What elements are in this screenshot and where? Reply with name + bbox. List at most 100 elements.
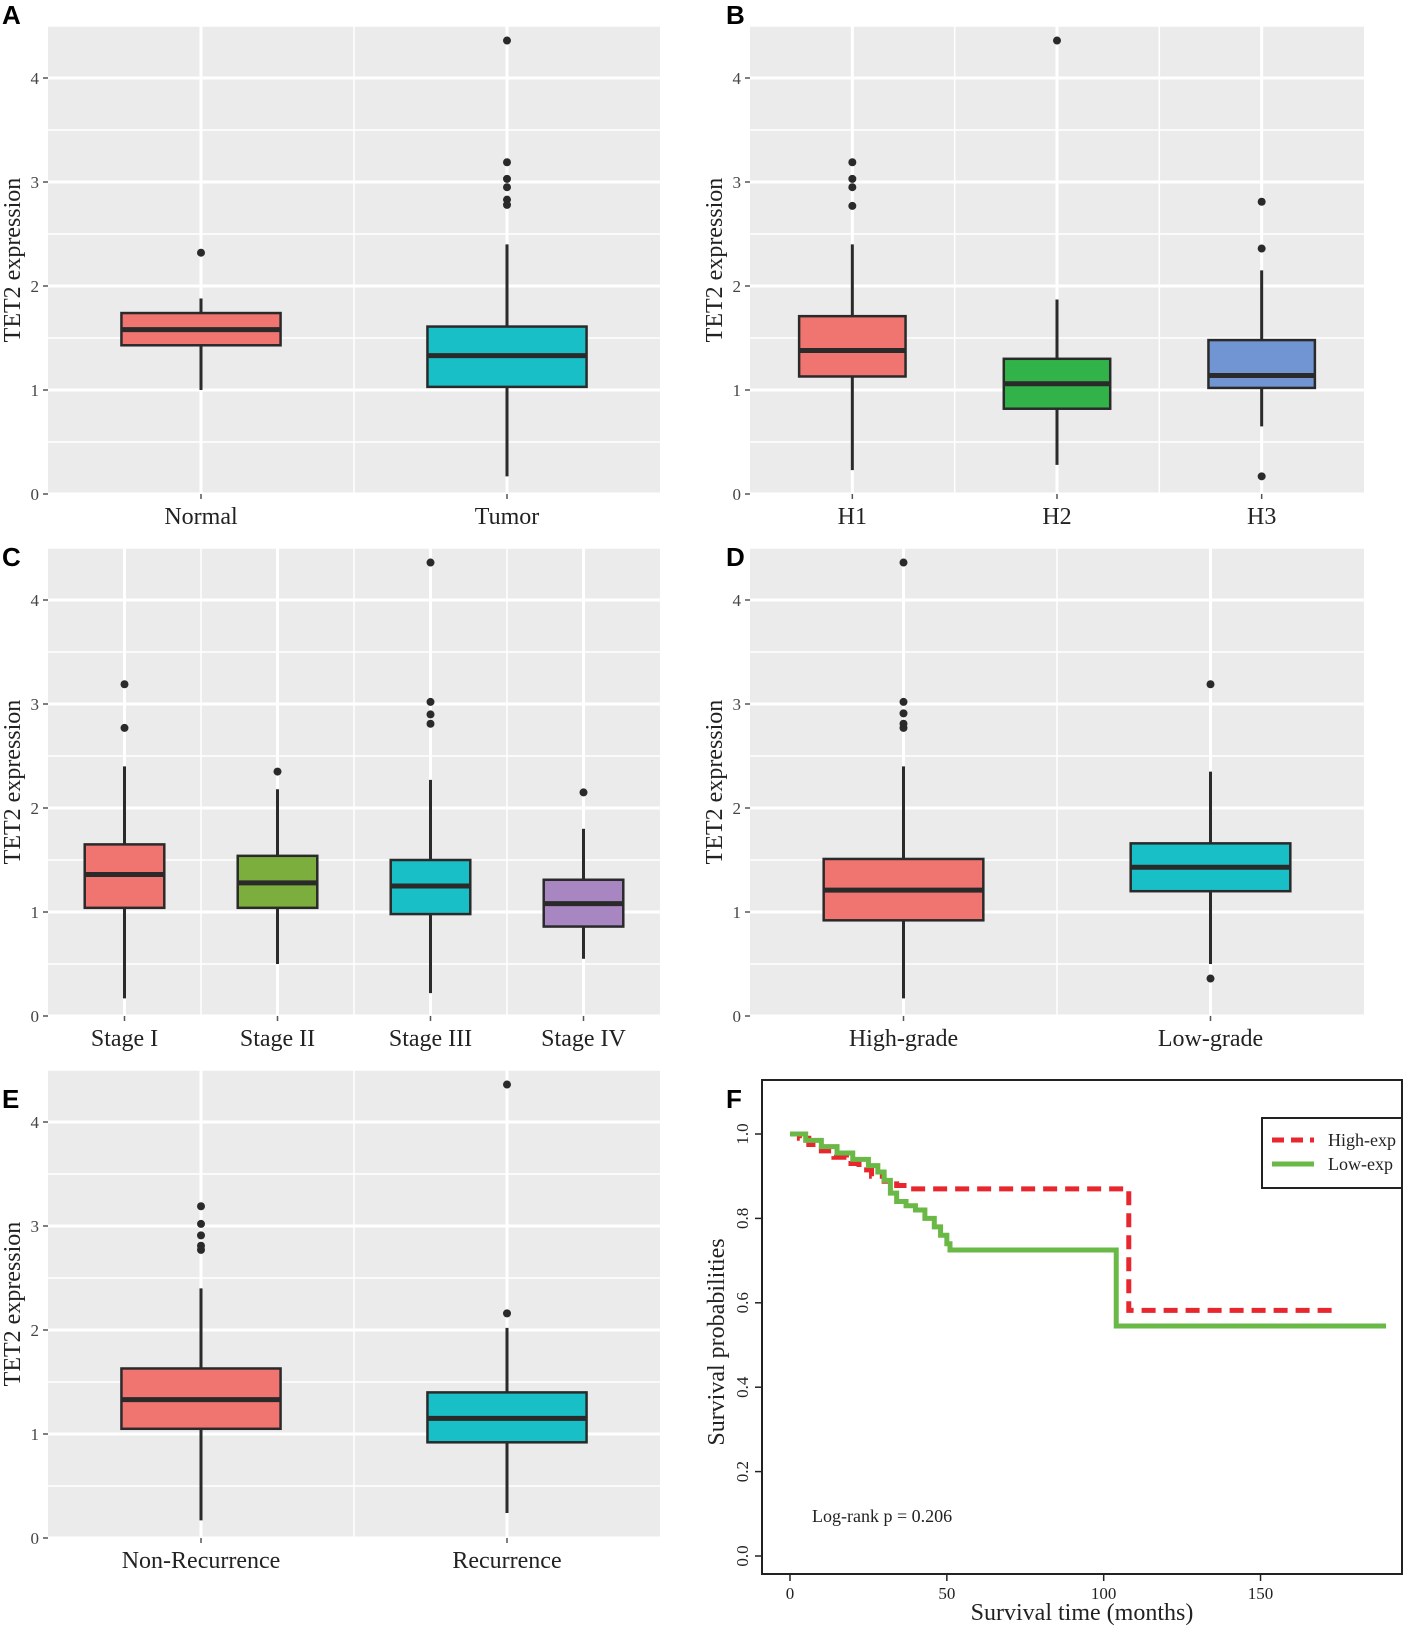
box-h1: [797, 158, 907, 471]
x-tick-label: Stage II: [240, 1026, 315, 1052]
outlier-point: [120, 723, 129, 732]
outlier-point: [426, 697, 435, 706]
y-tick-label: 0.4: [733, 1376, 752, 1398]
survival-curve-high-exp: [790, 1131, 1333, 1313]
outlier-point: [197, 248, 205, 257]
outlier-point: [848, 158, 857, 167]
panel-c: 0 1 2 3 4 TET2 expression Stage I Stage II Stage…: [0, 547, 660, 1052]
y-tick-label: 1: [733, 381, 742, 400]
y-tick-label: 0: [31, 1007, 40, 1026]
outlier-point: [1053, 36, 1061, 45]
survival-curve-low-exp: [790, 1131, 1386, 1329]
y-tick-label: 4: [733, 591, 742, 610]
plot-frame: [761, 1079, 1403, 1575]
box-stage-iv: [542, 788, 625, 959]
y-tick-label: 0: [733, 485, 742, 504]
y-tick-label: 0: [31, 1529, 40, 1548]
y-tick-label: 4: [31, 591, 40, 610]
panel-letter-b: B: [726, 0, 745, 30]
y-tick-label: 1: [733, 903, 742, 922]
y-tick-label: 4: [31, 69, 40, 88]
y-tick-label: 2: [31, 799, 40, 818]
box-iqr: [1207, 338, 1317, 390]
x-tick-label: H3: [1247, 504, 1276, 530]
box-stage-iii: [389, 558, 472, 994]
outlier-point: [899, 697, 908, 706]
outlier-point: [503, 1080, 511, 1089]
x-tick-label: Recurrence: [452, 1548, 561, 1574]
y-tick-label: 2: [733, 799, 742, 818]
outlier-point: [426, 710, 435, 719]
outlier-point: [848, 201, 857, 210]
x-tick-label: High-grade: [849, 1026, 958, 1052]
outlier-point: [848, 183, 857, 192]
panel-letter-f: F: [726, 1084, 742, 1114]
box-non-recurrence: [120, 1202, 282, 1521]
y-tick-label: 2: [31, 1321, 40, 1340]
outlier-point: [197, 1231, 205, 1240]
panel-letter-e: E: [2, 1084, 19, 1114]
legend-label-low-exp: Low-exp: [1328, 1154, 1393, 1174]
x-tick-label: 50: [938, 1584, 955, 1603]
y-axis-label: Survival probabilities: [704, 1238, 730, 1445]
panel-letter-a: A: [2, 0, 21, 30]
outlier-point: [1257, 244, 1266, 253]
outlier-point: [503, 174, 511, 183]
outlier-point: [503, 1309, 511, 1318]
panel-e: 0 1 2 3 4 TET2 expression Non-Recurrence Recurr…: [0, 1069, 660, 1574]
box-high-grade: [822, 558, 985, 999]
x-tick-label: H2: [1042, 504, 1071, 530]
x-tick-label: 0: [786, 1584, 795, 1603]
outlier-point: [197, 1241, 205, 1250]
box-tumor: [426, 36, 588, 477]
y-tick-label: 3: [31, 695, 40, 714]
outlier-point: [120, 680, 129, 689]
box-low-grade: [1129, 680, 1292, 983]
box-iqr: [797, 314, 907, 378]
x-tick-label: Non-Recurrence: [122, 1548, 281, 1574]
y-tick-label: 2: [733, 277, 742, 296]
y-tick-label: 2: [31, 277, 40, 296]
legend-label-high-exp: High-exp: [1328, 1130, 1396, 1150]
y-tick-label: 0: [733, 1007, 742, 1026]
panel-letter-d: D: [726, 542, 745, 572]
x-tick-label: Stage IV: [541, 1026, 626, 1052]
y-axis-label: TET2 expression: [0, 178, 26, 343]
legend: High-exp Low-exp: [1261, 1117, 1403, 1189]
x-tick-label: 100: [1091, 1584, 1117, 1603]
outlier-point: [899, 719, 908, 728]
x-tick-label: 150: [1248, 1584, 1274, 1603]
y-axis-label: TET2 expression: [0, 700, 26, 865]
y-tick-label: 4: [31, 1113, 40, 1132]
y-tick-label: 3: [733, 695, 742, 714]
panel-b: 0 1 2 3 4 TET2 expression H1 H2 H3: [702, 25, 1364, 530]
outlier-point: [848, 174, 857, 183]
x-tick-label: Normal: [164, 504, 238, 530]
box-stage-i: [83, 680, 166, 999]
y-tick-label: 1: [31, 903, 40, 922]
y-axis-label: TET2 expression: [0, 1222, 26, 1387]
x-tick-label: H1: [838, 504, 867, 530]
y-tick-label: 1: [31, 381, 40, 400]
outlier-point: [503, 183, 511, 192]
panel-f: 0 50 100 150 0.0 0.2 0.4 0.6 0.8 1.0 Survival time…: [704, 1079, 1403, 1626]
outlier-point: [1257, 197, 1266, 206]
outlier-point: [426, 719, 435, 728]
box-stage-ii: [236, 767, 319, 964]
panel-letter-c: C: [2, 542, 21, 572]
outlier-point: [426, 558, 435, 567]
outlier-point: [579, 788, 588, 797]
box-h2: [1002, 36, 1112, 465]
outlier-point: [1257, 472, 1266, 481]
x-tick-label: Stage III: [389, 1026, 472, 1052]
legend-box: [1261, 1117, 1403, 1189]
panel-a: 0 1 2 3 4 TET2 expression Normal Tumor: [0, 25, 660, 530]
log-rank-annotation: Log-rank p = 0.206: [812, 1506, 952, 1526]
x-tick-label: Low-grade: [1158, 1026, 1263, 1052]
y-tick-label: 1: [31, 1425, 40, 1444]
outlier-point: [1206, 974, 1215, 983]
outlier-point: [899, 709, 908, 718]
box-recurrence: [426, 1080, 588, 1514]
y-tick-label: 1.0: [733, 1123, 752, 1144]
